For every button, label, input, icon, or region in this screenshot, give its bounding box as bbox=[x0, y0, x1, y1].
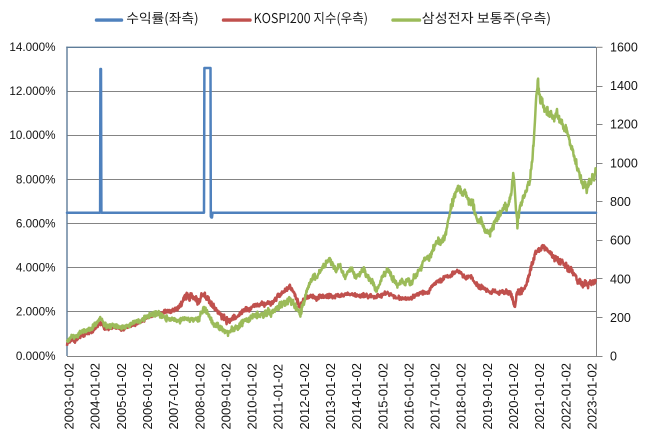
svg-text:0.000%: 0.000% bbox=[16, 350, 56, 363]
svg-text:2014-01-02: 2014-01-02 bbox=[349, 363, 364, 430]
svg-text:1200: 1200 bbox=[610, 118, 638, 132]
svg-text:1000: 1000 bbox=[610, 156, 638, 170]
svg-text:200: 200 bbox=[610, 311, 631, 325]
svg-text:12.000%: 12.000% bbox=[9, 85, 55, 98]
svg-text:1400: 1400 bbox=[610, 79, 638, 93]
svg-text:2011-01-02: 2011-01-02 bbox=[271, 364, 286, 430]
svg-text:2005-01-02: 2005-01-02 bbox=[114, 363, 129, 430]
svg-text:0: 0 bbox=[610, 350, 617, 364]
svg-text:1600: 1600 bbox=[610, 41, 638, 55]
svg-text:2013-01-02: 2013-01-02 bbox=[323, 363, 338, 430]
svg-text:2007-01-02: 2007-01-02 bbox=[166, 363, 181, 430]
svg-text:2012-01-02: 2012-01-02 bbox=[297, 363, 312, 430]
svg-text:2010-01-02: 2010-01-02 bbox=[245, 363, 260, 430]
svg-text:800: 800 bbox=[610, 195, 631, 209]
svg-text:2018-01-02: 2018-01-02 bbox=[454, 363, 469, 430]
svg-text:2023-01-02: 2023-01-02 bbox=[585, 363, 600, 430]
svg-text:2009-01-02: 2009-01-02 bbox=[218, 363, 233, 430]
svg-text:2017-01-02: 2017-01-02 bbox=[428, 363, 443, 430]
svg-text:600: 600 bbox=[610, 234, 631, 248]
svg-text:2015-01-02: 2015-01-02 bbox=[375, 363, 390, 430]
svg-text:6.000%: 6.000% bbox=[16, 218, 56, 231]
svg-text:2006-01-02: 2006-01-02 bbox=[140, 363, 155, 430]
svg-text:2021-01-02: 2021-01-02 bbox=[532, 363, 547, 430]
svg-text:2022-01-02: 2022-01-02 bbox=[558, 363, 573, 430]
svg-text:8.000%: 8.000% bbox=[16, 174, 56, 187]
svg-text:14.000%: 14.000% bbox=[9, 41, 55, 54]
svg-text:2020-01-02: 2020-01-02 bbox=[506, 363, 521, 430]
svg-text:2019-01-02: 2019-01-02 bbox=[480, 363, 495, 430]
svg-text:10.000%: 10.000% bbox=[9, 129, 55, 142]
svg-text:2004-01-02: 2004-01-02 bbox=[88, 363, 103, 430]
svg-text:400: 400 bbox=[610, 272, 631, 286]
svg-text:2016-01-02: 2016-01-02 bbox=[401, 363, 416, 430]
svg-text:2003-01-02: 2003-01-02 bbox=[62, 363, 77, 430]
svg-text:4.000%: 4.000% bbox=[16, 262, 56, 275]
svg-text:2.000%: 2.000% bbox=[16, 306, 56, 319]
svg-text:2008-01-02: 2008-01-02 bbox=[192, 363, 207, 430]
